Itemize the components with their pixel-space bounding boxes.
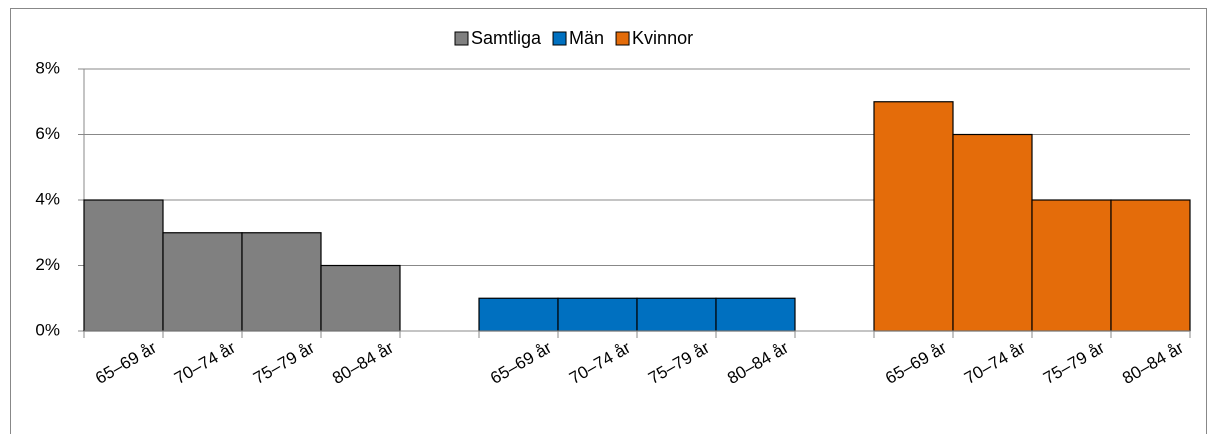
- y-tick-label: 2%: [35, 255, 60, 274]
- legend-swatch: [615, 31, 630, 46]
- legend-swatch: [454, 31, 469, 46]
- bar: [162, 232, 243, 332]
- bar: [1110, 199, 1191, 332]
- y-tick-label: 8%: [35, 58, 60, 77]
- bar: [478, 297, 559, 332]
- y-tick-label: 0%: [35, 320, 60, 339]
- y-tick-label: 6%: [35, 124, 60, 143]
- bar: [241, 232, 322, 332]
- bar: [320, 264, 401, 332]
- legend-label: Kvinnor: [632, 28, 693, 48]
- bar: [83, 199, 164, 332]
- legend-label: Män: [569, 28, 604, 48]
- bar: [715, 297, 796, 332]
- bar: [873, 101, 954, 332]
- legend-swatch: [552, 31, 567, 46]
- bar: [1031, 199, 1112, 332]
- bar: [636, 297, 717, 332]
- legend-label: Samtliga: [471, 28, 542, 48]
- bar: [952, 133, 1033, 332]
- y-tick-label: 4%: [35, 189, 60, 208]
- bar: [557, 297, 638, 332]
